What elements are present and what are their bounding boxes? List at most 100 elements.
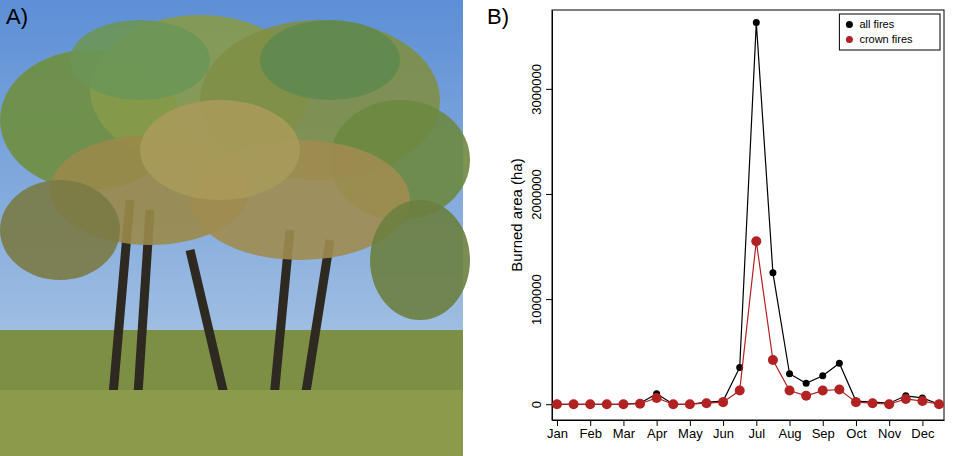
- legend: all fires crown fires: [839, 14, 940, 50]
- x-tick-mark: [856, 420, 857, 426]
- x-tick-mark: [690, 420, 691, 426]
- data-point: [768, 355, 778, 365]
- x-tick-label: Jun: [713, 426, 734, 441]
- canopy: [370, 200, 470, 320]
- y-tick-label: 0: [529, 401, 544, 408]
- data-point: [851, 397, 861, 407]
- data-point: [785, 386, 795, 396]
- y-tick: 1000000: [529, 274, 552, 325]
- x-tick: Mar: [613, 420, 636, 441]
- data-point: [917, 396, 927, 406]
- legend-label: crown fires: [859, 33, 913, 45]
- canopy: [0, 180, 120, 280]
- x-tick-label: Mar: [613, 426, 636, 441]
- data-point: [635, 399, 645, 409]
- data-point: [602, 399, 612, 409]
- data-point: [668, 399, 678, 409]
- canopy: [140, 100, 300, 200]
- x-tick: Jul: [748, 420, 765, 441]
- x-tick: Feb: [580, 420, 602, 441]
- y-tick-mark: [546, 194, 552, 195]
- data-point: [836, 360, 843, 367]
- panel-label: B): [487, 4, 509, 29]
- data-point: [552, 399, 562, 409]
- y-tick-label: 2000000: [529, 169, 544, 220]
- x-tick-mark: [557, 420, 558, 426]
- x-tick-mark: [922, 420, 923, 426]
- x-tick: Dec: [911, 420, 935, 441]
- y-tick-mark: [546, 299, 552, 300]
- x-tick-label: Aug: [778, 426, 801, 441]
- data-point: [901, 394, 911, 404]
- panel-label: A): [6, 4, 28, 29]
- y-tick-mark: [546, 404, 552, 405]
- y-tick: 0: [529, 401, 552, 408]
- x-tick: Nov: [878, 420, 902, 441]
- plot-data: [552, 19, 944, 409]
- x-tick-label: Oct: [846, 426, 867, 441]
- data-point: [834, 385, 844, 395]
- y-tick: 3000000: [529, 64, 552, 115]
- x-tick: Oct: [846, 420, 867, 441]
- data-point: [786, 370, 793, 377]
- data-point: [801, 391, 811, 401]
- x-tick-mark: [756, 420, 757, 426]
- data-point: [803, 380, 810, 387]
- data-point: [868, 398, 878, 408]
- y-tick: 2000000: [529, 169, 552, 220]
- x-tick-label: Jan: [547, 426, 568, 441]
- x-tick-mark: [889, 420, 890, 426]
- data-point: [753, 19, 760, 26]
- legend-label: all fires: [859, 18, 894, 30]
- shrubs: [0, 390, 463, 456]
- ground: [0, 330, 463, 456]
- x-tick-label: Feb: [580, 426, 602, 441]
- data-point: [701, 398, 711, 408]
- x-tick: Jun: [713, 420, 734, 441]
- x-tick-label: Dec: [911, 426, 935, 441]
- y-tick-label: 3000000: [529, 64, 544, 115]
- data-point: [569, 399, 579, 409]
- data-point: [618, 399, 628, 409]
- data-point: [585, 399, 595, 409]
- y-axis-line: [552, 11, 553, 421]
- x-tick: Apr: [647, 420, 668, 441]
- data-point: [751, 236, 761, 246]
- y-axis: 0 1000000 2000000 3000000: [529, 11, 553, 421]
- x-tick-mark: [623, 420, 624, 426]
- canopy: [70, 20, 210, 100]
- data-point: [934, 399, 944, 409]
- x-axis-line: [553, 420, 945, 421]
- legend-symbol: [846, 36, 853, 43]
- x-tick-label: Apr: [647, 426, 668, 441]
- series-line: [557, 23, 939, 405]
- data-point: [718, 397, 728, 407]
- y-tick-mark: [546, 89, 552, 90]
- legend-symbol: [846, 21, 853, 28]
- data-point: [685, 399, 695, 409]
- series-line: [557, 241, 939, 404]
- x-tick: Sep: [812, 420, 835, 441]
- x-tick-mark: [590, 420, 591, 426]
- x-tick: Jan: [547, 420, 568, 441]
- data-point: [652, 393, 662, 403]
- x-tick-mark: [723, 420, 724, 426]
- plot-frame: [552, 10, 944, 420]
- x-tick-mark: [823, 420, 824, 426]
- data-point: [818, 386, 828, 396]
- data-point: [769, 269, 776, 276]
- y-tick-label: 1000000: [529, 274, 544, 325]
- y-axis-title: Burned area (ha): [508, 158, 525, 271]
- x-tick-label: Sep: [812, 426, 835, 441]
- x-tick-label: Jul: [748, 426, 765, 441]
- photo: [0, 0, 470, 456]
- x-tick-mark: [790, 420, 791, 426]
- x-tick-mark: [657, 420, 658, 426]
- data-point: [735, 386, 745, 396]
- legend-box: [839, 14, 940, 50]
- data-point: [884, 399, 894, 409]
- figure: A)B)0100000020000003000000JanFebMarAprMa…: [0, 0, 953, 456]
- canopy: [260, 20, 400, 100]
- x-tick: Aug: [778, 420, 801, 441]
- x-axis: JanFebMarAprMayJunJulAugSepOctNovDec: [547, 420, 945, 441]
